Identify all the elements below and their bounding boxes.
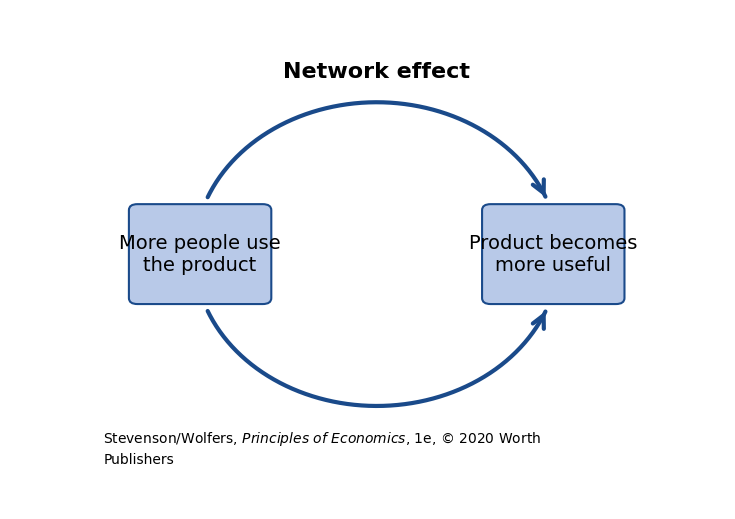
FancyBboxPatch shape — [129, 204, 271, 304]
FancyBboxPatch shape — [482, 204, 625, 304]
Text: Network effect: Network effect — [283, 62, 470, 82]
Text: Stevenson/Wolfers, $\it{Principles\ of\ Economics}$, 1e, © 2020 Worth
Publishers: Stevenson/Wolfers, $\it{Principles\ of\ … — [103, 430, 542, 468]
Text: More people use
the product: More people use the product — [119, 234, 281, 275]
Text: Product becomes
more useful: Product becomes more useful — [469, 234, 637, 275]
